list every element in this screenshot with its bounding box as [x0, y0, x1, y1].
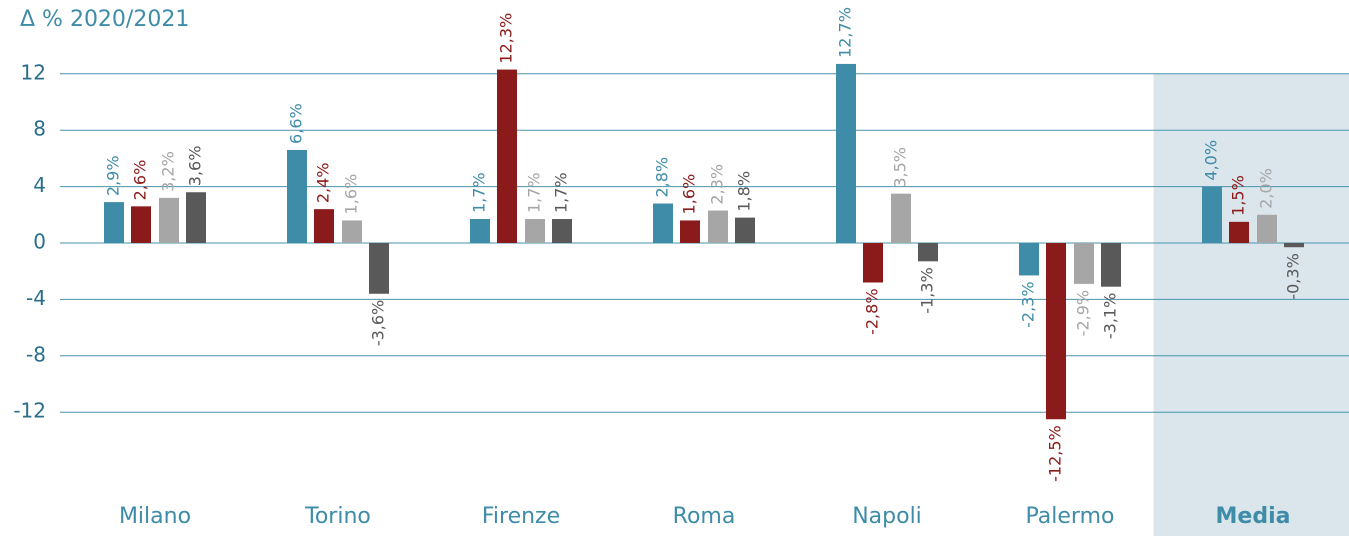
- value-label: 3,2%: [159, 151, 178, 192]
- bar: [1074, 243, 1094, 284]
- value-label: -1,3%: [918, 267, 937, 313]
- y-tick-label: 8: [33, 117, 46, 141]
- bar: [1202, 186, 1222, 243]
- y-tick-label: -4: [26, 286, 46, 310]
- bar: [369, 243, 389, 294]
- x-tick-label: Firenze: [482, 504, 560, 529]
- value-label: 2,9%: [104, 155, 123, 196]
- value-label: -2,3%: [1019, 281, 1038, 327]
- bar: [104, 202, 124, 243]
- value-label: 1,8%: [735, 171, 754, 212]
- bar: [159, 197, 179, 243]
- x-tick-label: Roma: [673, 504, 736, 529]
- value-label: 1,5%: [1229, 175, 1248, 216]
- value-label: 12,7%: [836, 7, 855, 58]
- bar: [1019, 243, 1039, 276]
- bar: [314, 209, 334, 243]
- bar: [735, 217, 755, 243]
- bar: [470, 219, 490, 243]
- value-label: 12,3%: [497, 13, 516, 64]
- bar: [1046, 243, 1066, 420]
- x-tick-label: Media: [1216, 504, 1291, 529]
- value-label: -3,6%: [369, 300, 388, 346]
- y-tick-label: -8: [26, 342, 46, 366]
- bar: [552, 219, 572, 243]
- bar: [1284, 243, 1304, 248]
- bar: [653, 203, 673, 243]
- bar: [836, 63, 856, 244]
- bar: [863, 243, 883, 283]
- bar: [891, 193, 911, 243]
- bar: [287, 149, 307, 243]
- bar: [708, 210, 728, 243]
- x-tick-label: Napoli: [852, 504, 922, 529]
- value-label: 2,4%: [314, 163, 333, 204]
- value-label: -12,5%: [1046, 425, 1065, 482]
- x-tick-label: Milano: [119, 504, 191, 529]
- value-label: 1,6%: [680, 174, 699, 215]
- bar: [131, 206, 151, 243]
- bar: [525, 219, 545, 243]
- bar: [1229, 221, 1249, 243]
- bar: [918, 243, 938, 262]
- value-label: 2,3%: [708, 164, 727, 205]
- value-label: 1,7%: [470, 172, 489, 213]
- value-label: 1,7%: [552, 172, 571, 213]
- bar: [342, 220, 362, 243]
- value-label: 2,0%: [1257, 168, 1276, 209]
- y-tick-label: 0: [33, 230, 46, 254]
- value-label: 3,5%: [891, 147, 910, 188]
- x-tick-label: Torino: [304, 504, 371, 529]
- y-tick-label: 4: [33, 173, 46, 197]
- value-label: 2,6%: [131, 160, 150, 201]
- value-label: 1,6%: [342, 174, 361, 215]
- highlight-band: [1153, 73, 1349, 536]
- x-tick-label: Palermo: [1026, 504, 1115, 529]
- bar: [497, 69, 517, 243]
- value-label: -3,1%: [1101, 293, 1120, 339]
- value-label: -2,8%: [863, 288, 882, 334]
- value-label: 1,7%: [525, 172, 544, 213]
- value-label: 6,6%: [287, 103, 306, 144]
- bar: [186, 192, 206, 243]
- bar: [1257, 214, 1277, 243]
- y-tick-label: 12: [21, 60, 46, 84]
- value-label: -0,3%: [1284, 253, 1303, 299]
- value-label: -2,9%: [1074, 290, 1093, 336]
- value-label: 4,0%: [1202, 140, 1221, 181]
- value-label: 3,6%: [186, 146, 205, 187]
- y-tick-label: -12: [13, 399, 46, 423]
- bar: [1101, 243, 1121, 287]
- value-label: 2,8%: [653, 157, 672, 198]
- bar: [680, 220, 700, 243]
- y-axis-label: Δ % 2020/2021: [20, 7, 189, 32]
